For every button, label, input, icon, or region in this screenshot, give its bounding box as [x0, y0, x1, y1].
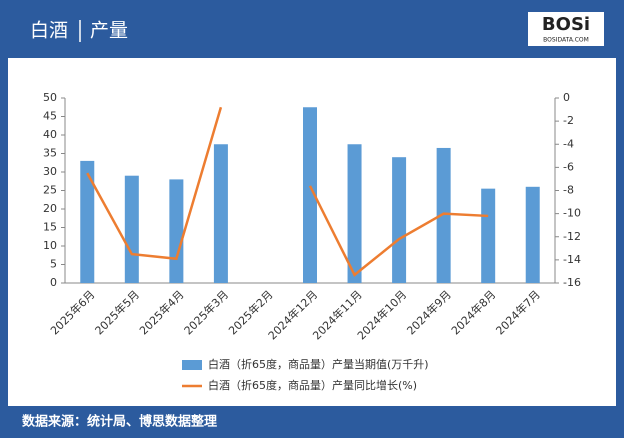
bar [392, 157, 407, 283]
y-tick-label: 20 [43, 202, 57, 215]
y-tick-label: 50 [43, 91, 57, 104]
bar [436, 147, 451, 283]
y-tick-label: 25 [43, 184, 57, 197]
y2-tick-label: -16 [563, 276, 581, 289]
y-tick-label: 30 [43, 165, 57, 178]
y2-tick-label: -10 [563, 207, 581, 220]
bar [213, 144, 228, 283]
y2-tick-label: -14 [563, 253, 581, 266]
bar [80, 160, 95, 283]
bar [303, 107, 317, 283]
bar [525, 186, 540, 283]
source: 数据来源：统计局、博思数据整理 [22, 414, 217, 430]
bar [169, 179, 184, 283]
bar [124, 175, 139, 283]
legend-label: 白酒（折65度，商品量）产量同比增长(%) [208, 378, 417, 392]
y-tick-label: 35 [43, 147, 57, 160]
y2-tick-label: 0 [563, 91, 570, 104]
y-tick-label: 10 [43, 239, 57, 252]
bar [347, 144, 362, 283]
y2-tick-label: -2 [563, 114, 574, 127]
y-tick-label: 0 [50, 276, 57, 289]
logo-sub: BOSIDATA.COM [543, 37, 589, 44]
y-tick-label: 45 [43, 110, 57, 123]
logo: BOSi [542, 14, 590, 35]
y2-tick-label: -8 [563, 184, 574, 197]
y-tick-label: 5 [50, 258, 57, 271]
y-tick-label: 40 [43, 128, 57, 141]
legend-swatch [182, 360, 202, 370]
logo-box [528, 12, 604, 46]
y2-tick-label: -12 [563, 230, 581, 243]
chart-title: 白酒 [30, 20, 68, 42]
line [86, 106, 489, 277]
bar [481, 188, 496, 283]
chart-subtitle: 产量 [90, 20, 128, 42]
y2-tick-label: -4 [563, 137, 574, 150]
legend-label: 白酒（折65度，商品量）产量当期值(万千升) [208, 357, 429, 371]
y-tick-label: 15 [43, 221, 57, 234]
y2-tick-label: -6 [563, 160, 574, 173]
